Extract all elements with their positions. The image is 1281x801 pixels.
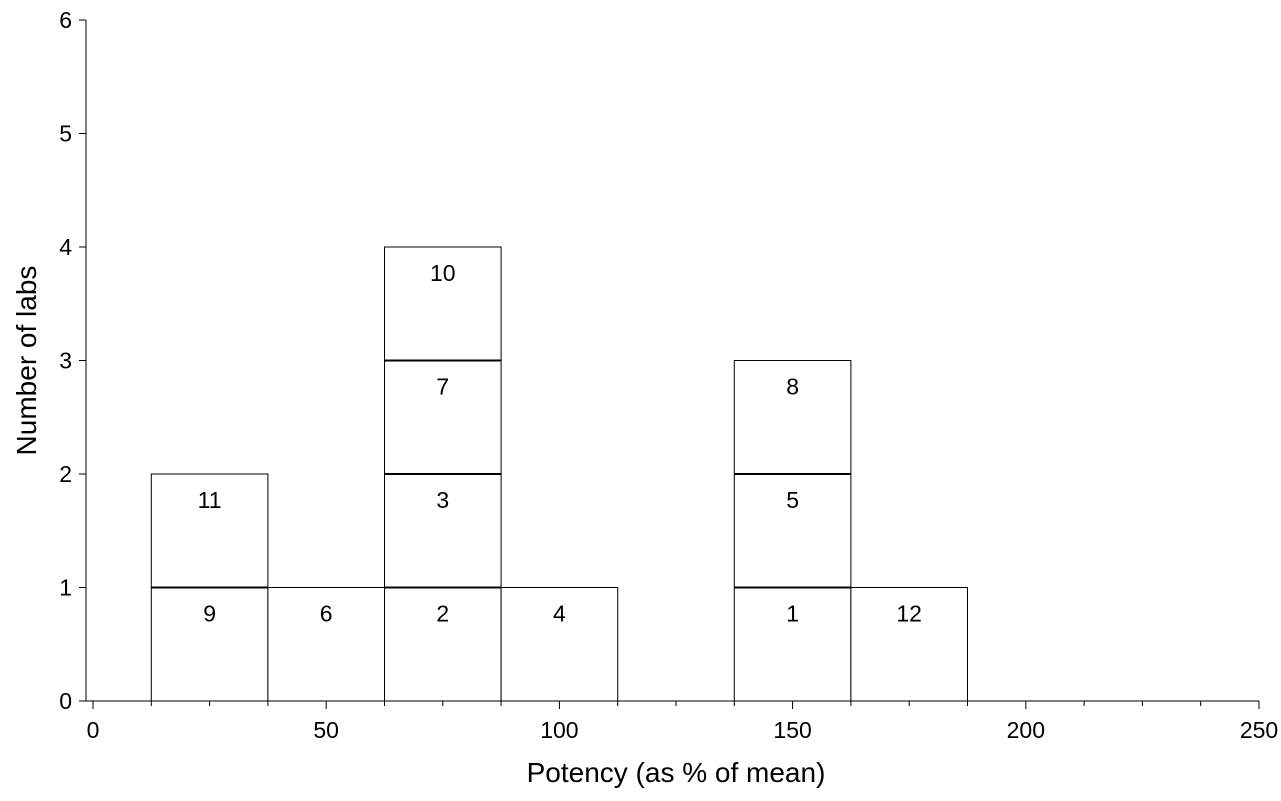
y-ticks: 0 1 2 3 4 5 6	[59, 7, 86, 714]
x-tick-label: 200	[1007, 717, 1045, 743]
histogram-bar	[267, 587, 385, 702]
lab-label: 12	[896, 601, 922, 627]
y-tick-label: 2	[59, 461, 72, 487]
y-tick-label: 6	[59, 7, 72, 33]
lab-label: 5	[786, 487, 799, 513]
y-tick-label: 4	[59, 234, 72, 260]
lab-label: 2	[436, 601, 449, 627]
histogram-bins: 9 11 6 2 3 7 10 4 1 5 8 12	[150, 246, 969, 702]
x-tick-label: 0	[87, 717, 100, 743]
x-tick-label: 50	[313, 717, 339, 743]
lab-label: 1	[786, 601, 799, 627]
lab-label: 10	[430, 260, 456, 286]
x-tick-label: 250	[1240, 717, 1278, 743]
y-tick-label: 1	[59, 575, 72, 601]
histogram-bar	[500, 587, 619, 702]
x-ticks: 0 50 100 150 200 250	[87, 701, 1278, 743]
x-tick-label: 150	[773, 717, 811, 743]
histogram-bar	[850, 587, 969, 702]
lab-label: 3	[436, 487, 449, 513]
x-tick-label: 100	[540, 717, 578, 743]
lab-label: 7	[436, 374, 449, 400]
y-axis-title: Number of labs	[11, 266, 42, 456]
lab-label: 9	[203, 601, 216, 627]
lab-label: 6	[320, 601, 333, 627]
y-tick-label: 3	[59, 348, 72, 374]
histogram-bar	[733, 360, 852, 702]
x-axis-title: Potency (as % of mean)	[527, 757, 826, 788]
y-tick-label: 5	[59, 121, 72, 147]
lab-label: 4	[553, 601, 566, 627]
lab-label: 11	[198, 487, 222, 513]
y-tick-label: 0	[59, 688, 72, 714]
lab-label: 8	[786, 374, 799, 400]
